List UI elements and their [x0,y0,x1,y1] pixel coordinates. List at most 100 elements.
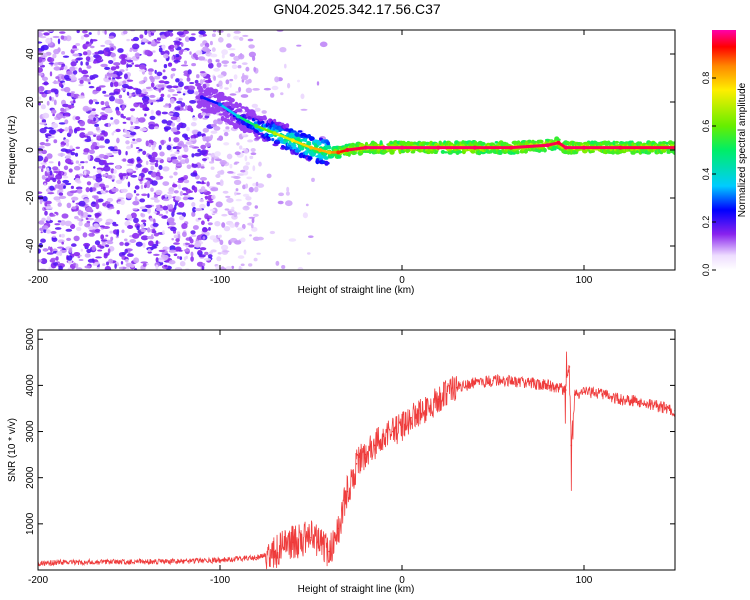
noise-speckle [209,40,213,46]
noise-speckle [162,75,168,80]
noise-speckle [162,205,168,211]
noise-speckle [229,83,232,88]
noise-speckle [75,186,83,190]
noise-speckle [190,251,194,257]
noise-speckle [78,173,84,177]
noise-speckle [179,256,183,260]
noise-speckle [91,201,96,204]
noise-speckle [214,221,221,227]
noise-speckle [221,213,228,217]
noise-speckle [190,230,196,235]
noise-speckle [49,71,53,77]
noise-speckle [191,202,196,207]
noise-speckle [174,106,181,111]
noise-speckle [43,81,49,86]
noise-speckle [173,59,181,63]
noise-speckle [70,151,76,156]
colorbar-tick-label: 0.8 [701,72,711,85]
noise-speckle [129,49,133,52]
noise-speckle [126,91,130,96]
noise-speckle [200,112,207,116]
noise-speckle [210,166,215,170]
ridge-blob [199,87,204,93]
noise-speckle [212,238,219,243]
noise-speckle [190,256,194,262]
noise-speckle [61,51,66,55]
spectrogram-x-axis-label: Height of straight line (km) [298,285,415,296]
snr-x-axis-label: Height of straight line (km) [298,584,415,595]
noise-speckle [40,238,46,243]
noise-speckle [266,173,272,179]
noise-speckle [57,220,62,223]
noise-speckle [142,242,146,248]
noise-speckle [173,190,179,194]
noise-speckle [102,160,107,165]
noise-speckle [238,53,245,60]
noise-speckle [187,197,194,200]
noise-speckle [213,67,221,72]
noise-speckle [220,266,225,270]
noise-speckle [38,67,43,73]
noise-speckle [163,53,169,59]
ridge-blob [254,133,259,137]
noise-speckle [50,97,55,102]
noise-speckle [41,168,44,173]
y-tick-label: 5000 [25,328,36,351]
noise-speckle [81,69,88,75]
noise-speckle [175,78,180,83]
noise-speckle [167,194,173,200]
noise-speckle [142,99,150,105]
ridge-point [218,102,222,107]
noise-speckle [89,133,98,136]
noise-speckle [246,201,252,206]
noise-speckle [112,223,119,227]
noise-speckle [134,196,138,202]
noise-speckle [113,169,117,174]
noise-speckle [275,260,280,266]
noise-speckle [256,183,265,188]
noise-speckle [53,66,61,71]
noise-speckle [60,233,65,238]
noise-speckle [38,31,43,38]
noise-speckle [171,238,174,241]
noise-speckle [213,75,217,81]
noise-speckle [201,180,205,184]
noise-speckle [100,44,106,47]
noise-speckle [172,85,179,89]
noise-speckle [308,235,314,238]
snr-point [110,561,112,563]
ridge-segment [218,103,240,118]
noise-speckle [168,137,171,142]
noise-speckle [98,145,106,149]
noise-speckle [52,177,57,183]
noise-speckle [286,186,290,193]
noise-speckle [184,60,187,65]
ridge-blob [658,141,663,144]
noise-speckle [225,195,231,198]
noise-speckle [162,166,170,172]
y-tick-label: 2000 [25,466,36,489]
noise-speckle [121,87,126,91]
noise-speckle [180,64,189,67]
noise-speckle [197,56,206,61]
ridge-blob [290,130,297,133]
colorbar-ticks: 0.0 0.2 0.4 0.6 0.8 [701,72,716,276]
noise-speckle [113,56,116,62]
noise-speckle [154,162,159,168]
noise-speckle [42,112,50,119]
noise-speckle [213,119,219,125]
noise-speckle [234,161,240,164]
ridge-point [254,124,259,128]
noise-speckle [91,108,96,112]
noise-speckle [213,125,221,131]
noise-speckle [162,246,170,250]
noise-speckle [225,126,230,130]
noise-speckle [148,240,154,247]
noise-speckle [58,195,67,199]
noise-speckle [155,159,159,163]
noise-speckle [107,248,111,254]
noise-speckle [152,228,156,234]
noise-speckle [200,149,208,155]
noise-speckle [217,252,222,255]
snr-point [574,393,576,396]
